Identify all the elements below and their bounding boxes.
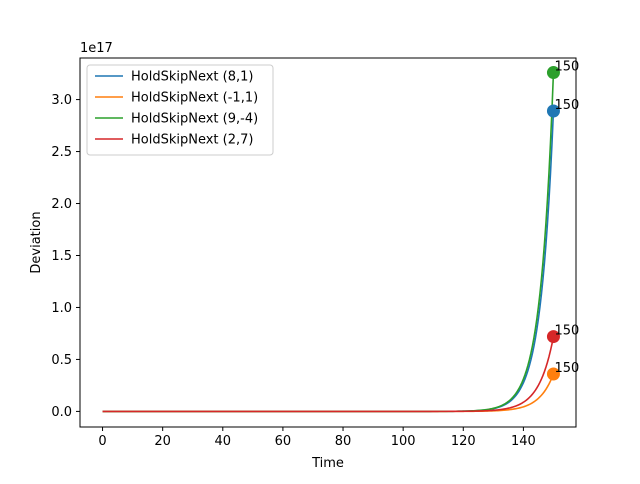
- y-axis-offset-text: 1e17: [80, 41, 113, 56]
- y-axis-label: Deviation: [29, 211, 44, 273]
- y-tick-label: 1.5: [51, 249, 72, 264]
- series-end-point: [546, 104, 560, 118]
- series-end-label: 150: [554, 324, 579, 339]
- y-tick-label: 2.5: [51, 145, 72, 160]
- legend: HoldSkipNext (8,1) HoldSkipNext (-1,1) Hol…: [86, 64, 274, 156]
- series-end-label: 150: [554, 98, 579, 113]
- x-axis-ticks: 0 20 40 60 80 100 120 140: [98, 427, 536, 449]
- legend-entry-label: HoldSkipNext (2,7): [131, 133, 253, 148]
- marker-layer: 150 150 150 150: [546, 60, 579, 381]
- x-tick-label: 100: [391, 434, 416, 449]
- axes-frame: [79, 57, 577, 428]
- x-tick-label: 40: [215, 434, 232, 449]
- series-layer: [102, 72, 555, 413]
- x-tick-label: 60: [275, 434, 292, 449]
- x-tick-label: 120: [451, 434, 476, 449]
- y-tick-label: 1.0: [51, 301, 72, 316]
- legend-entry-label: HoldSkipNext (9,-4): [131, 112, 258, 127]
- legend-entry-label: HoldSkipNext (-1,1): [131, 91, 258, 106]
- series-end-label: 150: [554, 361, 579, 376]
- x-axis-label: Time: [311, 456, 344, 471]
- x-tick-label: 0: [98, 434, 106, 449]
- y-tick-label: 2.0: [51, 197, 72, 212]
- x-tick-label: 20: [154, 434, 171, 449]
- x-tick-label: 140: [511, 434, 536, 449]
- y-tick-label: 0.0: [51, 405, 72, 420]
- series-end-point: [546, 367, 560, 381]
- series-line: [102, 336, 555, 413]
- y-tick-label: 0.5: [51, 353, 72, 368]
- series-end-point: [546, 66, 560, 80]
- x-tick-label: 80: [335, 434, 352, 449]
- y-tick-label: 3.0: [51, 93, 72, 108]
- legend-entry-label: HoldSkipNext (8,1): [131, 70, 253, 85]
- legend-box: [86, 64, 274, 156]
- series-end-label: 150: [554, 60, 579, 75]
- series-end-point: [546, 330, 560, 344]
- y-axis-ticks: 0.0 0.5 1.0 1.5 2.0 2.5 3.0: [51, 93, 80, 420]
